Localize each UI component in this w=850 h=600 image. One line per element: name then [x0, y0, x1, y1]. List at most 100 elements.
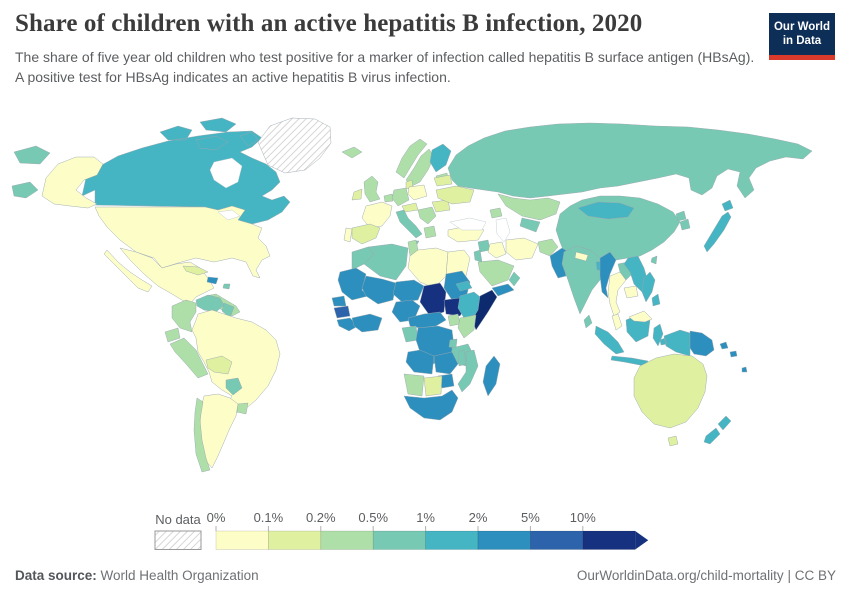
- region-eritrea[interactable]: Eritrea: [455, 280, 473, 292]
- legend-tick-label: 0.5%: [358, 510, 388, 525]
- region-germany[interactable]: Germany: [391, 187, 410, 207]
- region-belarus[interactable]: Belarus: [433, 174, 453, 187]
- region-venezuela[interactable]: Venezuela: [195, 294, 225, 313]
- region-portugal[interactable]: Portugal: [343, 227, 353, 243]
- region-chad[interactable]: Chad: [419, 282, 447, 317]
- region-thailand[interactable]: Thailand: [607, 271, 627, 317]
- region-romania[interactable]: Romania: [431, 199, 451, 213]
- region-canada[interactable]: Canada: [81, 117, 291, 225]
- owid-logo-red-bar: [769, 54, 835, 60]
- region-uk[interactable]: United Kingdom: [363, 175, 381, 203]
- legend-tick-label: 5%: [521, 510, 540, 525]
- region-chile[interactable]: Chile: [193, 397, 211, 473]
- region-benelux[interactable]: Benelux: [383, 193, 394, 203]
- region-niger[interactable]: Niger: [392, 279, 425, 303]
- region-caucasus[interactable]: Caucasus: [489, 207, 503, 219]
- region-solomon-islands[interactable]: Solomon Islands: [719, 341, 738, 358]
- owid-logo[interactable]: Our World in Data: [769, 13, 835, 60]
- legend-bin-5pct[interactable]: [530, 530, 584, 550]
- region-kenya[interactable]: Kenya: [457, 314, 477, 339]
- region-cameroon-car[interactable]: Cameroon & Central African Republic: [407, 311, 447, 329]
- legend-bin-0pct[interactable]: [215, 530, 269, 550]
- region-cote-divoire-ghana[interactable]: Côte d'Ivoire & Ghana: [351, 313, 383, 333]
- region-ecuador[interactable]: Ecuador: [164, 327, 181, 343]
- region-nepal[interactable]: Nepal: [574, 251, 589, 262]
- region-kazakhstan[interactable]: Kazakhstan: [497, 193, 561, 221]
- region-south-korea[interactable]: South Korea: [679, 218, 691, 231]
- legend-no-data-swatch[interactable]: [154, 530, 202, 550]
- region-new-zealand[interactable]: New Zealand: [703, 415, 732, 445]
- region-mexico[interactable]: Mexico: [103, 247, 215, 305]
- region-zambia[interactable]: Zambia: [433, 351, 459, 375]
- region-bolivia[interactable]: Bolivia: [205, 355, 233, 375]
- region-greenland[interactable]: Greenland: [257, 117, 332, 174]
- region-yemen[interactable]: Yemen: [491, 283, 515, 297]
- region-japan[interactable]: Japan: [703, 199, 734, 253]
- region-colombia[interactable]: Colombia: [171, 299, 197, 333]
- region-france[interactable]: France: [361, 201, 393, 229]
- owid-logo-line2: in Data: [782, 35, 822, 48]
- region-finland[interactable]: Finland: [429, 143, 452, 173]
- region-ireland[interactable]: Ireland: [351, 188, 363, 201]
- region-philippines[interactable]: Philippines: [641, 271, 661, 307]
- legend-bin-0.2pct[interactable]: [320, 530, 374, 550]
- legend-bin-10pct[interactable]: [582, 530, 636, 550]
- region-namibia[interactable]: Namibia: [403, 373, 425, 397]
- region-iceland[interactable]: Iceland: [341, 146, 363, 159]
- region-north-korea[interactable]: North Korea: [675, 210, 687, 222]
- region-guinea[interactable]: Guinea: [333, 305, 351, 319]
- legend-tick-label: 2%: [469, 510, 488, 525]
- region-oman[interactable]: Oman: [508, 271, 521, 287]
- region-balkans[interactable]: Balkans: [417, 206, 437, 225]
- region-iraq[interactable]: Iraq: [487, 241, 507, 259]
- world-map[interactable]: RussiaKazakhstanUzbekistan & Turkmenista…: [0, 108, 850, 506]
- region-myanmar[interactable]: Myanmar: [599, 251, 617, 299]
- region-madagascar[interactable]: Madagascar: [482, 355, 501, 397]
- region-russia[interactable]: Russia: [11, 122, 813, 199]
- region-ukraine[interactable]: Ukraine: [435, 185, 475, 205]
- region-india[interactable]: India: [561, 245, 607, 315]
- region-rwanda-burundi[interactable]: Rwanda & Burundi: [448, 338, 458, 349]
- region-puerto-rico[interactable]: Puerto Rico: [222, 283, 231, 290]
- region-central-asia[interactable]: Uzbekistan & Turkmenistan: [519, 217, 541, 233]
- legend-bin-1pct[interactable]: [425, 530, 479, 550]
- region-haiti[interactable]: Haiti & Dominican Republic: [206, 276, 219, 285]
- region-botswana[interactable]: Botswana: [423, 375, 443, 397]
- region-uganda[interactable]: Uganda: [447, 313, 461, 327]
- region-taiwan[interactable]: Taiwan: [650, 255, 658, 265]
- region-south-africa[interactable]: South Africa: [403, 389, 459, 421]
- region-spain[interactable]: Spain: [351, 223, 381, 245]
- region-australia[interactable]: Australia: [633, 353, 708, 447]
- region-papua-new-guinea[interactable]: Papua New Guinea: [689, 330, 715, 357]
- region-poland[interactable]: Poland: [407, 184, 428, 201]
- map-legend[interactable]: No data 0% 0.1% 0.2% 0.5% 1% 2% 5% 10%: [0, 506, 850, 562]
- region-greece[interactable]: Greece: [423, 225, 437, 239]
- region-mongolia[interactable]: Mongolia: [577, 201, 635, 220]
- region-afghanistan[interactable]: Afghanistan: [537, 238, 559, 257]
- region-uruguay[interactable]: Uruguay: [236, 402, 249, 415]
- region-malaysia[interactable]: Malaysia: [611, 310, 653, 331]
- region-angola[interactable]: Angola: [405, 349, 435, 375]
- owid-link[interactable]: OurWorldinData.org/child-mortality: [576, 568, 784, 583]
- region-cambodia[interactable]: Cambodia: [623, 285, 639, 299]
- region-cuba[interactable]: Cuba: [182, 265, 209, 276]
- region-norway[interactable]: Norway: [395, 138, 428, 179]
- region-paraguay[interactable]: Paraguay: [225, 377, 243, 396]
- legend-bin-0.5pct[interactable]: [372, 530, 426, 550]
- region-mali[interactable]: Mali & Burkina Faso: [361, 275, 397, 305]
- region-italy[interactable]: Italy: [395, 209, 423, 247]
- region-sri-lanka[interactable]: Sri Lanka: [583, 314, 593, 329]
- region-peru[interactable]: Peru: [169, 337, 209, 379]
- region-algeria[interactable]: Algeria: [363, 243, 409, 281]
- region-gabon-congo[interactable]: Gabon & Congo: [401, 325, 419, 343]
- legend-bin-2pct[interactable]: [477, 530, 531, 550]
- region-usa[interactable]: United States: [41, 156, 271, 279]
- region-senegal[interactable]: Senegal: [331, 295, 347, 307]
- region-iran[interactable]: Iran: [505, 237, 539, 261]
- region-somalia[interactable]: Somalia: [471, 289, 498, 331]
- legend-bin-0.1pct[interactable]: [268, 530, 322, 550]
- region-vanuatu-fiji[interactable]: Vanuatu & Fiji: [741, 366, 748, 373]
- region-saudi-arabia[interactable]: Saudi Arabia: [477, 259, 515, 287]
- license-cc-by[interactable]: CC BY: [794, 568, 836, 583]
- region-mozambique[interactable]: Mozambique: [457, 349, 479, 393]
